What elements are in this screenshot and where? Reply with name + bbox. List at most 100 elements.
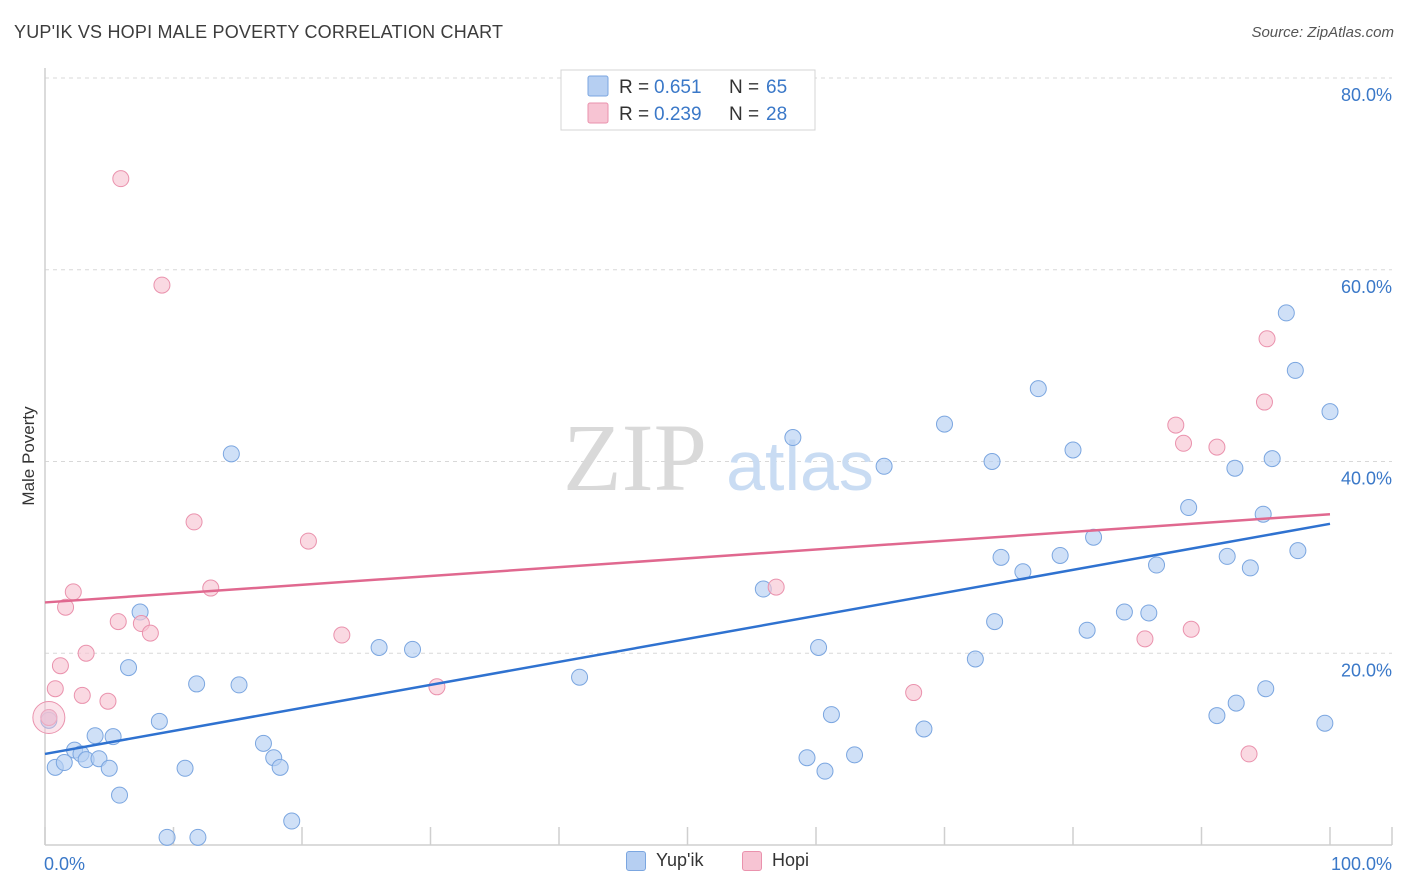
point-yupik-10: [111, 786, 129, 804]
legend-n-value-hopi: 28: [766, 104, 787, 125]
point-yupik-36: [936, 415, 953, 433]
series-legend: Yup'ik Hopi: [0, 850, 1406, 880]
point-hopi-11: [141, 624, 159, 642]
legend-swatch-hopi-bottom: [742, 850, 762, 871]
point-yupik-42: [1029, 380, 1047, 398]
point-hopi-18: [767, 578, 785, 596]
point-yupik-45: [1078, 621, 1096, 639]
y-tick-label-40: 40.0%: [1341, 469, 1392, 489]
watermark: ZIP atlas: [563, 404, 874, 511]
point-hopi-9: [112, 170, 130, 188]
point-yupik-48: [1140, 604, 1158, 622]
point-hopi-4: [64, 583, 82, 601]
source-label: Source: ZipAtlas.com: [1251, 24, 1394, 41]
legend-r-value-hopi: 0.239: [654, 104, 702, 125]
point-yupik-29: [798, 749, 816, 767]
legend-r-value-yupik: 0.651: [654, 77, 702, 98]
point-hopi-5: [73, 686, 91, 704]
point-yupik-32: [822, 706, 840, 724]
point-yupik-8: [100, 759, 118, 777]
point-yupik-38: [983, 453, 1001, 470]
legend-swatch-yupik-bottom: [626, 850, 646, 871]
point-yupik-62: [1316, 714, 1334, 732]
point-yupik-23: [283, 812, 301, 830]
point-yupik-55: [1241, 559, 1259, 577]
y-tick-label-80: 80.0%: [1341, 85, 1392, 105]
trend-lines: [44, 512, 1331, 756]
trend-line-hopi: [44, 512, 1331, 604]
point-yupik-20: [254, 734, 272, 752]
point-yupik-47: [1115, 603, 1133, 621]
point-yupik-33: [846, 746, 864, 764]
point-cluster-origin: [32, 700, 66, 734]
point-yupik-22: [271, 758, 289, 776]
legend-swatch-yupik: [587, 75, 609, 97]
point-yupik-13: [150, 712, 168, 730]
point-yupik-18: [222, 445, 240, 463]
point-yupik-24: [370, 638, 388, 656]
x-tick-label-max: 100.0%: [1331, 854, 1392, 874]
point-yupik-30: [810, 638, 828, 656]
watermark-zip: ZIP: [563, 404, 707, 511]
point-yupik-14: [158, 828, 176, 846]
point-hopi-1: [46, 680, 64, 698]
point-hopi-24: [1255, 393, 1273, 411]
legend-n-label-yupik: N =: [729, 77, 759, 98]
point-hopi-7: [99, 692, 117, 710]
point-hopi-12: [153, 276, 171, 294]
legend-r-label-yupik: R =: [619, 77, 649, 98]
point-yupik-58: [1263, 450, 1281, 468]
point-hopi-16: [333, 626, 351, 644]
point-yupik-44: [1064, 441, 1082, 459]
point-yupik-16: [188, 675, 206, 693]
legend-n-label-hopi: N =: [729, 104, 759, 125]
point-yupik-15: [176, 759, 194, 777]
point-yupik-40: [992, 548, 1010, 566]
point-yupik-49: [1148, 556, 1166, 574]
point-hopi-27: [1136, 630, 1154, 648]
point-hopi-13: [185, 513, 203, 531]
point-yupik-28: [784, 429, 802, 447]
legend-swatch-hopi: [587, 102, 609, 124]
point-hopi-20: [1167, 416, 1185, 434]
point-yupik-53: [1226, 459, 1244, 477]
point-yupik-35: [915, 720, 933, 738]
point-yupik-39: [986, 613, 1004, 631]
point-hopi-6: [77, 644, 95, 662]
point-hopi-17: [428, 678, 446, 696]
point-yupik-37: [966, 650, 984, 668]
point-yupik-19: [230, 676, 248, 694]
point-yupik-34: [875, 457, 893, 475]
point-yupik-60: [1286, 361, 1304, 379]
point-yupik-17: [189, 828, 207, 846]
point-yupik-2: [55, 754, 73, 772]
point-yupik-51: [1208, 707, 1226, 725]
point-yupik-43: [1051, 546, 1069, 564]
point-hopi-3: [57, 598, 75, 616]
legend-label-yupik: Yup'ik: [656, 850, 704, 870]
trend-line-yupik: [44, 522, 1331, 756]
point-yupik-54: [1227, 694, 1245, 712]
point-yupik-50: [1180, 499, 1198, 517]
point-hopi-23: [1208, 438, 1226, 456]
point-yupik-57: [1257, 680, 1275, 698]
point-yupik-6: [86, 727, 104, 745]
axes: 20.0% 40.0% 60.0% 80.0% 0.0% 100.0%: [44, 68, 1393, 874]
point-hopi-8: [109, 613, 127, 631]
point-hopi-22: [1182, 620, 1200, 638]
y-axis-label: Male Poverty: [19, 406, 38, 506]
gridlines: [45, 77, 1392, 654]
point-hopi-26: [1240, 745, 1258, 763]
point-hopi-2: [51, 657, 69, 675]
point-hopi-19: [905, 684, 923, 702]
point-yupik-61: [1289, 542, 1307, 560]
point-hopi-25: [1258, 330, 1276, 348]
legend-n-value-yupik: 65: [766, 77, 787, 98]
point-hopi-0: [40, 708, 58, 726]
point-yupik-11: [120, 659, 138, 677]
data-points: [32, 170, 1339, 846]
y-tick-label-60: 60.0%: [1341, 277, 1392, 297]
x-tick-label-min: 0.0%: [44, 854, 85, 874]
point-yupik-25: [404, 640, 422, 658]
